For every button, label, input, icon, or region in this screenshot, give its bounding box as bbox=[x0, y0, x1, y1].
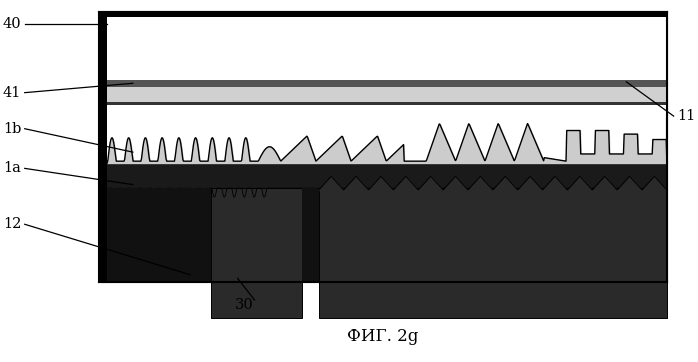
Bar bbox=[99, 12, 107, 282]
Bar bbox=[107, 80, 667, 87]
Bar bbox=[107, 188, 211, 282]
Bar bbox=[302, 188, 319, 282]
Bar bbox=[99, 12, 667, 282]
Text: 1a: 1a bbox=[3, 161, 22, 175]
Bar bbox=[211, 192, 302, 282]
Text: ФИГ. 2g: ФИГ. 2g bbox=[348, 328, 419, 345]
Text: 12: 12 bbox=[3, 217, 22, 231]
Bar bbox=[99, 12, 667, 17]
Bar bbox=[211, 188, 302, 318]
Bar bbox=[211, 188, 302, 318]
Text: 41: 41 bbox=[3, 86, 22, 100]
Bar bbox=[99, 12, 667, 80]
Bar bbox=[107, 163, 667, 188]
Text: 11: 11 bbox=[677, 109, 695, 123]
Bar bbox=[107, 102, 667, 105]
Bar bbox=[319, 192, 667, 282]
Bar bbox=[319, 188, 667, 318]
Text: 40: 40 bbox=[3, 17, 22, 31]
Bar bbox=[107, 188, 667, 282]
Text: 30: 30 bbox=[235, 298, 254, 312]
Bar bbox=[319, 188, 667, 318]
Bar bbox=[107, 163, 667, 183]
Bar bbox=[107, 105, 667, 117]
Bar bbox=[107, 87, 667, 102]
Text: 1b: 1b bbox=[3, 122, 22, 136]
